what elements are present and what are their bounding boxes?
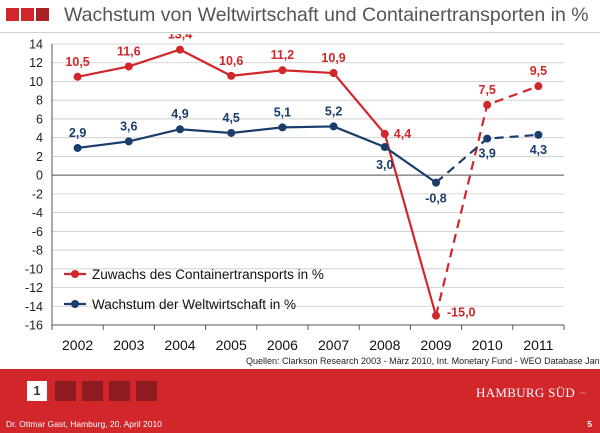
data-point bbox=[432, 178, 440, 187]
y-tick-label: 8 bbox=[36, 94, 43, 108]
line-chart: -16 -14 -12 -10 -8 -6 -4 -2 0 2 4 6 8 10 12 14 2002 2003 2… bbox=[25, 34, 565, 353]
slide-index-button[interactable]: 1 bbox=[27, 381, 47, 401]
x-tick-label: 2008 bbox=[369, 337, 400, 353]
data-point bbox=[73, 72, 82, 81]
data-point bbox=[534, 82, 543, 91]
data-label: 3,9 bbox=[479, 147, 496, 161]
data-label: 4,9 bbox=[171, 107, 188, 121]
slide-nav-box[interactable] bbox=[82, 381, 103, 401]
data-point bbox=[329, 122, 338, 131]
data-point bbox=[534, 130, 543, 139]
data-point bbox=[329, 69, 338, 78]
y-tick-label: 14 bbox=[29, 38, 43, 52]
legend-label: Zuwachs des Containertransports in % bbox=[92, 267, 324, 282]
x-tick-label: 2004 bbox=[164, 337, 195, 353]
y-tick-label: -8 bbox=[32, 244, 43, 258]
x-tick-label: 2009 bbox=[420, 337, 451, 353]
title-decoration bbox=[6, 8, 51, 21]
y-tick-label: 2 bbox=[36, 150, 43, 164]
x-tick-label: 2006 bbox=[267, 337, 298, 353]
company-logo: HAMBURG SÜD bbox=[476, 383, 586, 403]
title-divider bbox=[0, 32, 600, 33]
y-tick-label: 0 bbox=[36, 169, 43, 183]
data-point bbox=[380, 129, 389, 138]
data-label: 3,0 bbox=[376, 158, 393, 172]
logo-text: HAMBURG SÜD bbox=[476, 385, 576, 400]
page-title: Wachstum von Weltwirtschaft und Containe… bbox=[64, 4, 589, 26]
data-point bbox=[176, 125, 184, 134]
source-note: Quellen: Clarkson Research 2003 - März 2… bbox=[246, 356, 600, 366]
data-point bbox=[483, 100, 492, 109]
y-tick-label: 6 bbox=[36, 112, 43, 126]
y-tick-label: 12 bbox=[29, 56, 43, 70]
y-tick-label: -2 bbox=[32, 187, 43, 201]
data-point bbox=[176, 45, 184, 54]
y-tick-label: -6 bbox=[32, 225, 43, 239]
data-label: 10,9 bbox=[321, 51, 345, 65]
data-label: 10,5 bbox=[65, 55, 89, 69]
series-line bbox=[77, 125, 437, 184]
x-tick-label: 2003 bbox=[113, 337, 144, 353]
data-label: 10,6 bbox=[219, 54, 243, 68]
data-point bbox=[432, 311, 440, 320]
x-tick-label: 2002 bbox=[62, 337, 93, 353]
data-label: 9,5 bbox=[530, 64, 547, 78]
title-square bbox=[36, 8, 49, 21]
legend-label: Wachstum der Weltwirtschaft in % bbox=[92, 297, 296, 312]
data-label: 4,4 bbox=[394, 127, 411, 141]
legend-marker bbox=[71, 300, 79, 308]
data-label: 3,6 bbox=[120, 119, 137, 133]
title-square bbox=[6, 8, 19, 21]
legend-marker bbox=[71, 270, 79, 278]
y-tick-label: -4 bbox=[32, 206, 43, 220]
footer-author: Dr. Ottmar Gast, Hamburg, 20. April 2010 bbox=[6, 419, 162, 429]
x-tick-label: 2005 bbox=[216, 337, 247, 353]
data-label: 5,1 bbox=[274, 105, 291, 119]
y-tick-label: -10 bbox=[25, 262, 43, 276]
x-tick-label: 2007 bbox=[318, 337, 349, 353]
data-point bbox=[227, 128, 236, 137]
title-square bbox=[21, 8, 34, 21]
data-label: -0,8 bbox=[425, 192, 447, 206]
y-tick-label: -16 bbox=[25, 319, 43, 333]
data-label: 4,5 bbox=[223, 111, 240, 125]
data-point bbox=[124, 62, 133, 71]
data-point bbox=[278, 66, 287, 75]
series-line-forecast bbox=[434, 85, 539, 316]
series-line bbox=[77, 48, 438, 316]
wave-icon bbox=[580, 392, 586, 395]
footer-bar bbox=[0, 417, 600, 433]
data-label: 2,9 bbox=[69, 126, 86, 140]
y-tick-label: 4 bbox=[36, 131, 43, 145]
footer-page-number: 5 bbox=[587, 419, 592, 429]
x-tick-label: 2011 bbox=[523, 337, 553, 353]
data-point bbox=[227, 71, 236, 80]
data-point bbox=[483, 134, 492, 143]
y-tick-label: 10 bbox=[29, 75, 43, 89]
data-label: 13,4 bbox=[168, 34, 192, 42]
data-label: 5,2 bbox=[325, 104, 342, 118]
data-label: 11,6 bbox=[117, 44, 141, 58]
data-label: 7,5 bbox=[479, 83, 496, 97]
x-tick-label: 2010 bbox=[472, 337, 503, 353]
data-point bbox=[380, 143, 389, 152]
data-point bbox=[73, 143, 82, 152]
slide-nav-box[interactable] bbox=[109, 381, 130, 401]
slide-nav-box[interactable] bbox=[136, 381, 157, 401]
data-label: 4,3 bbox=[530, 143, 547, 157]
data-label: 11,2 bbox=[271, 48, 295, 62]
data-point bbox=[278, 123, 287, 132]
slide-nav-box[interactable] bbox=[55, 381, 76, 401]
y-tick-label: -14 bbox=[25, 300, 43, 314]
slide-header: Wachstum von Weltwirtschaft und Containe… bbox=[0, 0, 600, 32]
data-point bbox=[124, 137, 133, 146]
data-label: -15,0 bbox=[447, 306, 476, 320]
y-tick-label: -12 bbox=[25, 281, 43, 295]
